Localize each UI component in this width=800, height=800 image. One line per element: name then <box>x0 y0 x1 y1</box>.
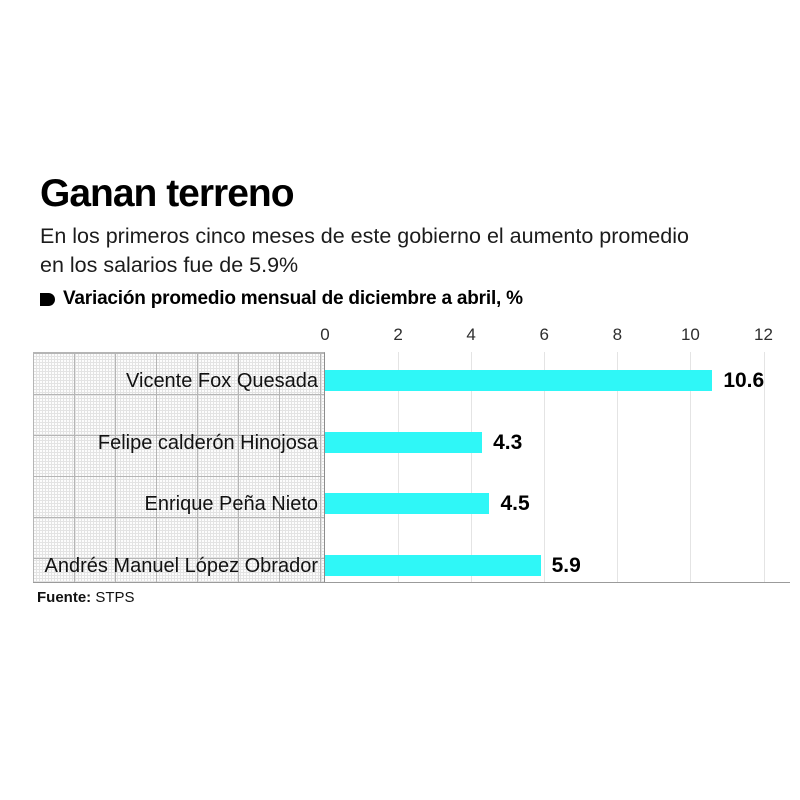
source-label: Fuente: <box>37 589 92 606</box>
bar <box>325 370 713 391</box>
bar-row: Enrique Peña Nieto 4.5 <box>33 492 790 516</box>
bar <box>325 554 541 576</box>
bar-row: Felipe calderón Hinojosa 4.3 <box>33 430 790 454</box>
x-tick-label: 6 <box>539 325 549 344</box>
bar <box>325 431 483 453</box>
vertical-gridline <box>471 352 473 582</box>
bar <box>325 493 490 515</box>
x-tick-label: 12 <box>754 325 773 344</box>
value-label: 4.3 <box>493 430 523 454</box>
category-label: Andrés Manuel López Obrador <box>44 554 319 577</box>
x-tick-label: 4 <box>466 325 476 344</box>
vertical-gridline <box>690 352 692 582</box>
legend-marker-icon <box>40 292 55 306</box>
value-label: 5.9 <box>551 553 581 577</box>
source-note: Fuente: STPS <box>37 589 135 606</box>
graph-paper-background <box>33 352 325 582</box>
page-subtitle: En los primeros cinco meses de este gobi… <box>40 224 689 277</box>
category-label: Vicente Fox Quesada <box>126 370 318 392</box>
legend: Variación promedio mensual de diciembre … <box>40 288 523 310</box>
page-title: Ganan terreno <box>40 172 295 215</box>
category-label: Felipe calderón Hinojosa <box>97 431 318 454</box>
vertical-gridline <box>617 352 619 582</box>
value-label: 4.5 <box>500 492 530 516</box>
x-tick-label: 0 <box>320 325 330 344</box>
vertical-gridline <box>544 352 546 582</box>
bar-row: Vicente Fox Quesada 10.6 <box>33 369 790 392</box>
x-tick-label: 10 <box>680 325 700 344</box>
plot-area: Vicente Fox Quesada 10.6 Felipe calderón H… <box>33 352 790 583</box>
legend-label: Variación promedio mensual de diciembre … <box>63 288 523 309</box>
bar-row: Andrés Manuel López Obrador 5.9 <box>33 553 790 577</box>
bar-chart: 0 2 4 6 8 10 12 Vicente Fox Quesada 10.6 Felipe … <box>33 325 790 591</box>
vertical-gridline <box>763 352 765 582</box>
x-tick-label: 2 <box>393 325 403 344</box>
category-label: Enrique Peña Nieto <box>144 493 318 516</box>
value-label: 10.6 <box>723 369 765 392</box>
source-value: STPS <box>95 589 135 606</box>
x-axis-line <box>33 582 790 583</box>
vertical-gridline <box>398 352 400 582</box>
x-tick-label: 8 <box>612 325 623 344</box>
